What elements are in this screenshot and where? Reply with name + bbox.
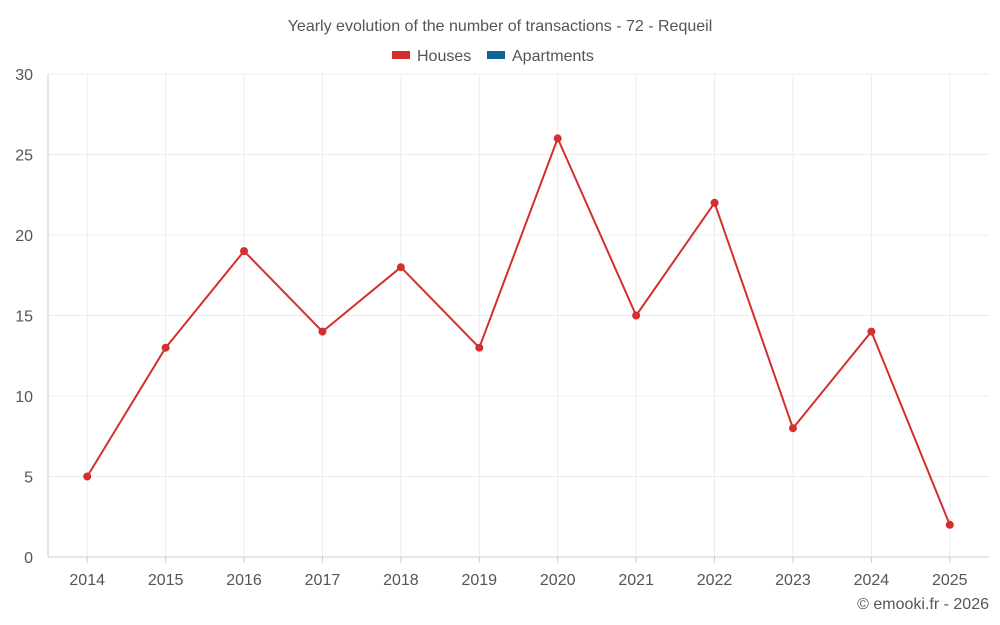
data-point-houses[interactable] xyxy=(318,327,327,336)
data-point-houses[interactable] xyxy=(475,343,484,352)
x-tick-label: 2017 xyxy=(305,572,341,589)
legend-label-apartments: Apartments xyxy=(512,48,594,65)
y-tick-label: 25 xyxy=(15,148,33,165)
data-point-houses[interactable] xyxy=(240,247,249,256)
y-tick-label: 20 xyxy=(15,228,33,245)
series-line-houses xyxy=(86,137,951,526)
legend-item-apartments[interactable]: Apartments xyxy=(487,48,594,65)
legend-item-houses[interactable]: Houses xyxy=(392,48,471,65)
x-tick-label: 2021 xyxy=(618,572,654,589)
x-tick-label: 2016 xyxy=(226,572,262,589)
y-tick-label: 5 xyxy=(24,470,33,487)
chart-title: Yearly evolution of the number of transa… xyxy=(288,18,713,35)
y-tick-label: 30 xyxy=(15,67,33,84)
series-lines xyxy=(86,137,951,526)
x-tick-label: 2025 xyxy=(932,572,968,589)
legend-swatch-houses xyxy=(392,51,410,59)
data-point-houses[interactable] xyxy=(632,311,641,320)
data-point-houses[interactable] xyxy=(553,134,562,143)
x-tick-label: 2023 xyxy=(775,572,811,589)
axes xyxy=(47,74,989,563)
data-point-houses[interactable] xyxy=(83,472,92,481)
data-point-houses[interactable] xyxy=(867,327,876,336)
x-tick-label: 2022 xyxy=(697,572,733,589)
y-tick-label: 15 xyxy=(15,309,33,326)
data-point-houses[interactable] xyxy=(396,263,405,272)
x-axis-ticks: 2014 2015 2016 2017 2018 2019 2020 2021 2022 2023… xyxy=(69,572,967,589)
y-axis-ticks: 0 5 10 15 20 25 30 xyxy=(15,67,33,567)
data-point-houses[interactable] xyxy=(945,520,954,529)
data-point-houses[interactable] xyxy=(710,198,719,207)
data-point-houses[interactable] xyxy=(161,343,170,352)
x-tick-label: 2018 xyxy=(383,572,419,589)
series-points xyxy=(83,134,954,529)
legend-label-houses: Houses xyxy=(417,48,471,65)
grid xyxy=(48,73,989,557)
y-tick-label: 10 xyxy=(15,389,33,406)
legend: Houses Apartments xyxy=(392,48,594,65)
legend-swatch-apartments xyxy=(487,51,505,59)
credit-text: © emooki.fr - 2026 xyxy=(857,596,989,613)
data-point-houses[interactable] xyxy=(788,424,797,433)
x-tick-label: 2020 xyxy=(540,572,576,589)
x-tick-label: 2019 xyxy=(461,572,497,589)
x-tick-label: 2015 xyxy=(148,572,184,589)
y-tick-label: 0 xyxy=(24,550,33,567)
x-tick-label: 2014 xyxy=(69,572,105,589)
x-tick-label: 2024 xyxy=(854,572,890,589)
